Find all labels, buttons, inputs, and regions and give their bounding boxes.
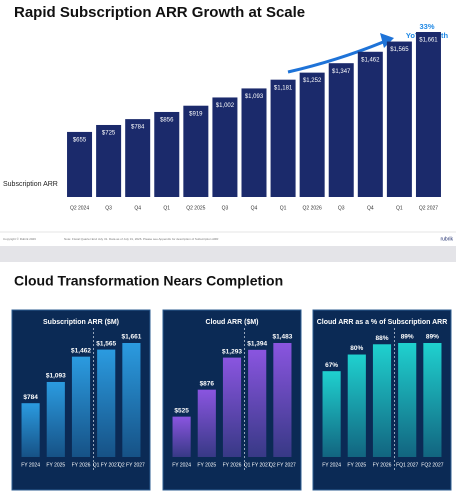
value-label: $1,293 [222, 348, 242, 355]
x-tick-label: Q1 [280, 205, 287, 211]
bar [241, 88, 267, 197]
bar [97, 349, 116, 457]
bar [21, 403, 40, 457]
x-tick-label: Q4 [251, 205, 258, 211]
x-tick-label: FY 2026 [72, 462, 91, 468]
x-tick-label: Q2 FY 2027 [269, 462, 296, 468]
bar [273, 343, 292, 457]
x-tick-label: Q2 2024 [70, 205, 89, 211]
growth-value: 33% [419, 22, 434, 31]
x-tick-label: Q1 [396, 205, 403, 211]
growth-arrow [287, 38, 389, 74]
value-label: $725 [102, 131, 116, 137]
value-label: $1,002 [216, 103, 235, 109]
slide-gap [0, 246, 456, 262]
x-tick-label: Q3 [105, 205, 112, 211]
x-tick-label: Q4 [367, 205, 374, 211]
x-tick-label: Q2 2025 [186, 205, 205, 211]
bar [299, 72, 325, 197]
bar [423, 343, 442, 457]
x-tick-label: Q2 2026 [303, 205, 322, 211]
arrow-head [380, 33, 394, 48]
bar [154, 111, 180, 197]
x-tick-label: Q4 [134, 205, 141, 211]
value-label: 80% [350, 345, 363, 352]
value-label: $1,462 [71, 347, 91, 354]
value-label: $1,394 [247, 341, 267, 348]
bar [67, 131, 93, 197]
logo: rubrik [440, 236, 453, 242]
bar [386, 41, 412, 197]
x-tick-label: Q3 [222, 205, 229, 211]
x-tick-label: FY 2025 [46, 462, 65, 468]
footer-note: Note: Fiscal Quarter End July 31. Data a… [64, 237, 219, 241]
x-tick-label: FY 2025 [347, 462, 366, 468]
value-label: $1,181 [274, 85, 293, 91]
x-tick-label: Q1 FY 2027 [93, 462, 120, 468]
value-label: $1,483 [272, 334, 292, 341]
value-label: $856 [160, 118, 174, 124]
bar [46, 381, 65, 457]
value-label: $655 [73, 138, 87, 144]
bar [197, 389, 216, 457]
x-tick-label: FQ2 2027 [421, 462, 443, 468]
x-tick-label: Q2 FY 2027 [118, 462, 145, 468]
x-tick-label: Q2 2027 [419, 205, 438, 211]
value-label: 89% [401, 334, 414, 341]
value-label: $1,093 [46, 373, 66, 380]
x-tick-label: Q3 [338, 205, 345, 211]
bar [71, 356, 91, 457]
value-label: $784 [23, 394, 38, 401]
bar [322, 371, 341, 457]
value-label: $1,661 [121, 334, 141, 341]
bar [183, 105, 209, 197]
value-label: $919 [189, 111, 203, 117]
bar [398, 343, 417, 457]
bar [96, 124, 122, 197]
x-tick-label: FY 2024 [21, 462, 40, 468]
x-tick-label: FY 2024 [322, 462, 341, 468]
bar [222, 357, 242, 457]
value-label: $876 [200, 380, 215, 387]
x-tick-label: Q1 FY 2027 [244, 462, 271, 468]
bar [415, 32, 441, 197]
x-tick-label: FY 2026 [223, 462, 242, 468]
bar [172, 416, 191, 457]
value-label: 67% [325, 362, 338, 369]
x-tick-label: FY 2024 [172, 462, 191, 468]
x-tick-label: Q1 [163, 205, 170, 211]
y-label: Subscription ARR [3, 181, 58, 188]
panel-title: Cloud ARR as a % of Subscription ARR [317, 319, 448, 326]
bar [122, 343, 141, 457]
slide-title: Rapid Subscription ARR Growth at Scale [14, 4, 305, 21]
slide-title: Cloud Transformation Nears Completion [14, 273, 283, 289]
bar [328, 63, 354, 198]
value-label: $1,252 [303, 78, 322, 84]
bar [347, 354, 366, 457]
x-tick-label: FQ1 2027 [396, 462, 418, 468]
bar [270, 79, 296, 197]
bar [357, 51, 383, 197]
panel-title: Cloud ARR ($M) [205, 319, 258, 326]
panel-title: Subscription ARR ($M) [43, 319, 119, 326]
value-label: $1,462 [361, 57, 380, 63]
bar [248, 349, 267, 457]
bar [125, 119, 151, 197]
x-tick-label: FY 2025 [197, 462, 216, 468]
value-label: 88% [375, 335, 388, 342]
x-tick-label: FY 2026 [373, 462, 392, 468]
value-label: $1,661 [419, 38, 438, 44]
value-label: 89% [426, 334, 439, 341]
copyright: Copyright © Rubrik 2026 [3, 237, 36, 241]
value-label: $525 [174, 407, 189, 414]
value-label: $784 [131, 125, 145, 131]
bar [372, 344, 392, 457]
value-label: $1,565 [96, 340, 116, 347]
value-label: $1,565 [390, 47, 409, 53]
bar [212, 97, 238, 197]
value-label: $1,347 [332, 69, 351, 75]
value-label: $1,093 [245, 94, 264, 100]
